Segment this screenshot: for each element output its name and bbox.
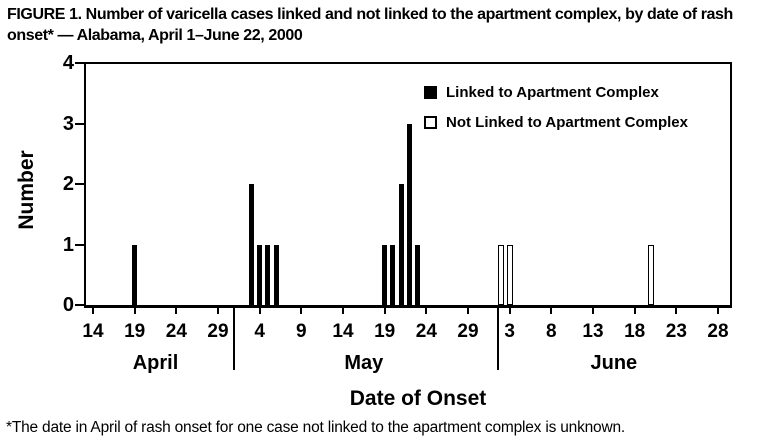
bar-linked <box>273 244 279 305</box>
bar-linked <box>248 184 254 305</box>
y-tick <box>75 62 85 64</box>
y-tick <box>75 122 85 125</box>
x-tick <box>133 305 136 314</box>
x-tick-label: 28 <box>707 321 729 342</box>
bar-linked <box>407 123 413 305</box>
legend-item-not-linked: Not Linked to Apartment Complex <box>424 113 688 131</box>
y-tick-label: 2 <box>62 173 74 195</box>
x-tick <box>216 305 219 314</box>
x-tick-label: 14 <box>82 321 104 342</box>
x-tick <box>300 305 303 314</box>
bar-linked <box>398 184 404 305</box>
x-tick <box>341 305 344 314</box>
bar-not-linked <box>498 244 505 305</box>
x-tick <box>383 305 386 314</box>
y-tick-label: 1 <box>62 233 74 256</box>
y-tick-label: 4 <box>62 52 74 74</box>
x-tick-label: 18 <box>624 321 646 342</box>
x-tick-label: 14 <box>332 321 354 342</box>
month-label: June <box>590 352 638 374</box>
bar-linked <box>265 244 271 305</box>
y-tick <box>75 304 85 306</box>
figure-title: FIGURE 1. Number of varicella cases link… <box>7 6 733 44</box>
x-tick-label: 24 <box>165 321 187 342</box>
bar-linked <box>132 244 138 305</box>
legend-label-linked: Linked to Apartment Complex <box>446 83 659 101</box>
bar-linked <box>390 244 396 305</box>
x-tick-label: 23 <box>665 321 687 342</box>
legend-item-linked: Linked to Apartment Complex <box>424 83 688 101</box>
month-label: April <box>132 352 179 374</box>
x-tick-label: 9 <box>296 321 307 342</box>
x-tick <box>466 305 469 314</box>
month-label: May <box>344 352 384 374</box>
month-separator <box>497 305 499 370</box>
y-axis-title: Number <box>15 150 38 230</box>
x-tick-label: 3 <box>504 321 515 342</box>
x-tick-label: 19 <box>374 321 396 342</box>
bar-linked <box>257 244 263 305</box>
x-tick <box>258 305 261 314</box>
open-square-icon <box>424 115 437 129</box>
y-tick-label: 0 <box>62 294 74 316</box>
filled-square-icon <box>424 85 437 99</box>
x-tick <box>633 305 636 314</box>
x-tick-label: 24 <box>415 321 437 342</box>
y-tick <box>75 243 85 246</box>
x-tick-label: 8 <box>546 321 557 342</box>
x-tick-label: 29 <box>457 321 479 342</box>
x-tick-label: 29 <box>207 321 229 342</box>
bar-linked <box>382 244 388 305</box>
x-tick <box>425 305 428 314</box>
x-tick <box>591 305 594 314</box>
footnote: *The date in April of rash onset for one… <box>6 419 625 436</box>
x-tick <box>175 305 178 314</box>
legend: Linked to Apartment Complex Not Linked t… <box>424 83 688 145</box>
y-tick-label: 3 <box>62 112 74 135</box>
bar-not-linked <box>648 244 655 305</box>
x-tick-label: 19 <box>124 321 146 342</box>
x-tick <box>716 305 719 314</box>
x-axis-title: Date of Onset <box>349 387 487 410</box>
x-tick <box>92 305 94 314</box>
x-tick-label: 13 <box>582 321 604 342</box>
x-tick <box>675 305 678 314</box>
x-tick <box>550 305 553 314</box>
x-tick <box>508 305 511 314</box>
legend-label-not-linked: Not Linked to Apartment Complex <box>446 113 688 131</box>
bar-linked <box>415 244 421 305</box>
x-tick-label: 4 <box>254 321 265 342</box>
y-tick <box>75 183 85 185</box>
month-separator <box>233 305 235 370</box>
bar-not-linked <box>506 244 513 305</box>
